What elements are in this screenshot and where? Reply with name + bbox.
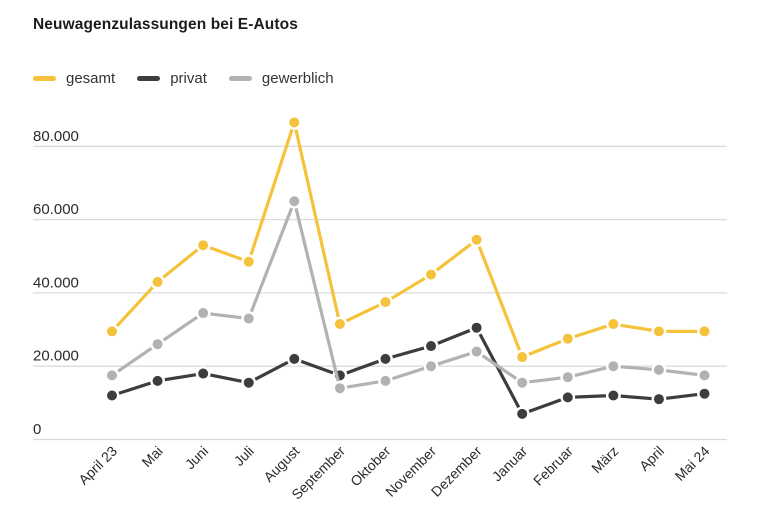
x-axis-label: Januar: [489, 443, 531, 485]
data-point-privat: [198, 368, 209, 379]
x-axis-label: August: [260, 443, 302, 485]
legend-label: gesamt: [66, 70, 116, 87]
data-point-privat: [289, 353, 300, 364]
x-axis-label: Februar: [530, 443, 576, 489]
legend-item-privat: privat: [137, 70, 207, 87]
legend-item-gesamt: gesamt: [33, 70, 115, 87]
legend-item-gewerblich: gewerblich: [228, 70, 334, 87]
x-axis-label: April 23: [75, 443, 120, 488]
data-point-gewerblich: [380, 375, 391, 386]
data-point-privat: [243, 377, 254, 388]
data-point-privat: [426, 341, 437, 352]
data-point-privat: [152, 375, 163, 386]
data-point-gesamt: [243, 256, 254, 267]
data-point-gesamt: [608, 319, 619, 330]
y-axis-label: 20.000: [33, 348, 79, 365]
x-axis-label: Mai: [138, 443, 165, 470]
x-axis-label: Juni: [182, 443, 211, 472]
x-axis-label: Juli: [231, 443, 257, 469]
data-point-gewerblich: [471, 346, 482, 357]
data-point-privat: [699, 388, 710, 399]
legend-label: privat: [170, 70, 207, 87]
data-point-gesamt: [517, 352, 528, 363]
y-axis-label: 60.000: [33, 201, 79, 218]
x-axis-label: März: [588, 443, 621, 476]
data-point-gesamt: [107, 326, 117, 337]
data-point-gewerblich: [152, 339, 163, 350]
data-point-privat: [517, 408, 528, 419]
series-line-gewerblich: [110, 199, 707, 390]
data-point-gewerblich: [426, 361, 437, 372]
legend-label: gewerblich: [261, 70, 334, 87]
data-point-privat: [380, 353, 391, 364]
legend: gesamt privat gewerblich: [33, 70, 334, 87]
y-axis-label: 40.000: [33, 274, 79, 291]
data-point-gewerblich: [198, 308, 209, 319]
data-point-gesamt: [653, 326, 664, 337]
data-point-privat: [107, 390, 117, 401]
series-line-gesamt: [110, 120, 707, 359]
data-point-gewerblich: [334, 383, 345, 394]
data-point-gesamt: [380, 297, 391, 308]
data-point-gewerblich: [517, 377, 528, 388]
data-point-gewerblich: [107, 370, 117, 381]
legend-swatch-gewerblich: [228, 76, 252, 81]
data-point-gewerblich: [699, 370, 710, 381]
x-axis-label: Mai 24: [672, 443, 713, 484]
data-point-gesamt: [562, 333, 573, 344]
data-point-gesamt: [699, 326, 710, 337]
data-point-privat: [562, 392, 573, 403]
legend-swatch-privat: [137, 76, 161, 81]
data-point-gewerblich: [608, 361, 619, 372]
data-point-gesamt: [334, 319, 345, 330]
y-axis-label: 0: [33, 421, 41, 438]
data-point-gesamt: [152, 276, 163, 287]
data-point-gesamt: [471, 234, 482, 245]
data-point-gewerblich: [562, 372, 573, 383]
y-axis-label: 80.000: [33, 128, 79, 145]
data-point-gewerblich: [243, 313, 254, 324]
x-axis-label: April: [636, 443, 667, 474]
legend-swatch-gesamt: [33, 76, 56, 81]
data-point-gewerblich: [289, 196, 300, 207]
x-axis-label: Oktober: [347, 443, 394, 490]
chart-title: Neuwagenzulassungen bei E-Autos: [33, 16, 298, 33]
data-point-gesamt: [289, 117, 300, 128]
data-point-privat: [653, 394, 664, 405]
data-point-privat: [608, 390, 619, 401]
data-point-privat: [471, 322, 482, 333]
series-line-privat: [110, 326, 707, 416]
data-point-gesamt: [426, 269, 437, 280]
data-point-gewerblich: [653, 364, 664, 375]
x-axis-label: Dezember: [428, 443, 485, 500]
data-point-gesamt: [198, 240, 209, 251]
